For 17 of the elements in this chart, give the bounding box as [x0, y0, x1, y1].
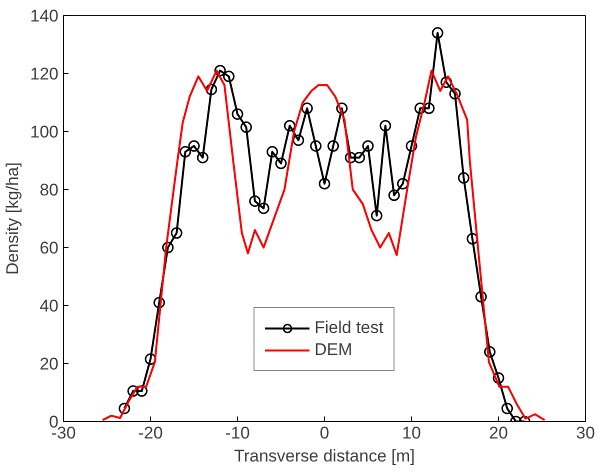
- x-tick-label: 30: [576, 424, 595, 442]
- y-axis-title: Density [kg/ha]: [3, 162, 22, 275]
- y-tick-label: 20: [40, 354, 59, 374]
- x-axis-title: Transverse distance [m]: [234, 446, 415, 466]
- x-tick-label: -10: [225, 424, 250, 442]
- x-tick-label: 20: [489, 424, 508, 442]
- legend-label: DEM: [314, 340, 352, 360]
- legend-label: Field test: [314, 318, 384, 338]
- x-tick-label: -20: [138, 424, 163, 442]
- x-tick-label: 10: [402, 424, 421, 442]
- x-tick-label: 0: [320, 424, 330, 442]
- y-tick-label: 40: [40, 296, 59, 316]
- y-tick-label: 140: [30, 6, 59, 26]
- y-tick-label: 120: [30, 64, 59, 84]
- y-tick-label: 60: [40, 238, 59, 258]
- y-tick-label: 80: [40, 180, 59, 200]
- y-tick-label: 100: [30, 122, 59, 142]
